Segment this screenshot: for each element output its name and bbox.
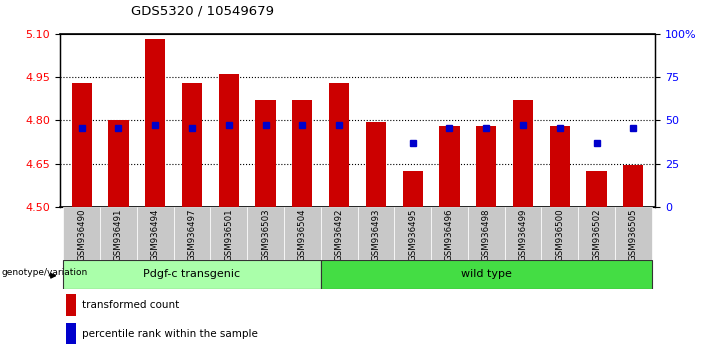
Bar	[587, 171, 606, 207]
Bar	[219, 74, 239, 207]
Bar	[468, 207, 505, 260]
Text: GSM936503: GSM936503	[261, 209, 270, 261]
Text: GSM936499: GSM936499	[519, 209, 528, 261]
Bar	[394, 207, 431, 260]
Text: GSM936490: GSM936490	[77, 209, 86, 261]
Bar	[109, 120, 128, 207]
Bar	[66, 324, 76, 344]
Bar	[284, 207, 321, 260]
Bar	[247, 207, 284, 260]
Text: GSM936498: GSM936498	[482, 209, 491, 261]
Bar	[366, 122, 386, 207]
Bar	[431, 207, 468, 260]
Text: wild type: wild type	[461, 269, 512, 279]
Text: GSM936493: GSM936493	[372, 209, 381, 261]
Bar	[66, 295, 76, 315]
Text: GSM936496: GSM936496	[445, 209, 454, 261]
Bar	[513, 100, 533, 207]
Bar	[541, 207, 578, 260]
Bar	[402, 171, 423, 207]
Bar	[292, 100, 313, 207]
Text: GSM936500: GSM936500	[555, 209, 564, 261]
Bar	[550, 126, 570, 207]
Bar	[174, 207, 210, 260]
Text: GSM936495: GSM936495	[408, 209, 417, 261]
Bar	[137, 207, 174, 260]
Bar	[578, 207, 615, 260]
Bar	[210, 207, 247, 260]
Bar	[321, 207, 358, 260]
Text: percentile rank within the sample: percentile rank within the sample	[82, 329, 258, 339]
Text: Pdgf-c transgenic: Pdgf-c transgenic	[144, 269, 240, 279]
Bar	[329, 83, 349, 207]
Bar	[100, 207, 137, 260]
Text: GSM936497: GSM936497	[187, 209, 196, 261]
Bar	[440, 126, 460, 207]
Bar	[255, 100, 275, 207]
Text: GSM936494: GSM936494	[151, 209, 160, 261]
Text: GSM936492: GSM936492	[334, 209, 343, 261]
Bar	[476, 126, 496, 207]
Bar	[505, 207, 541, 260]
Bar	[63, 260, 321, 289]
Text: GSM936491: GSM936491	[114, 209, 123, 261]
Text: GSM936501: GSM936501	[224, 209, 233, 261]
Text: transformed count: transformed count	[82, 300, 179, 310]
Bar	[615, 207, 652, 260]
Text: GSM936505: GSM936505	[629, 209, 638, 261]
Bar	[72, 83, 92, 207]
Bar	[182, 83, 202, 207]
Text: GSM936504: GSM936504	[298, 209, 307, 261]
Text: genotype/variation: genotype/variation	[1, 268, 88, 278]
Text: GSM936502: GSM936502	[592, 209, 601, 261]
Bar	[358, 207, 394, 260]
Bar	[623, 165, 644, 207]
Text: GDS5320 / 10549679: GDS5320 / 10549679	[131, 5, 274, 18]
Bar	[145, 39, 165, 207]
Bar	[321, 260, 652, 289]
Bar	[63, 207, 100, 260]
